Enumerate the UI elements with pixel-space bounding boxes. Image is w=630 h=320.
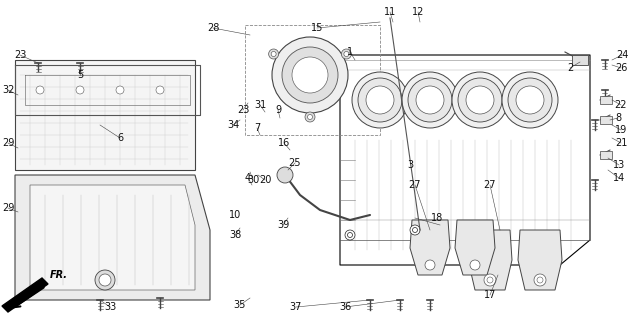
- Circle shape: [487, 277, 493, 283]
- Circle shape: [484, 274, 496, 286]
- Text: 15: 15: [311, 23, 323, 33]
- Circle shape: [116, 86, 124, 94]
- Circle shape: [410, 225, 420, 235]
- Circle shape: [470, 260, 480, 270]
- Circle shape: [534, 274, 546, 286]
- Circle shape: [358, 78, 402, 122]
- Polygon shape: [410, 220, 450, 275]
- Circle shape: [307, 115, 312, 119]
- Circle shape: [413, 228, 418, 233]
- Circle shape: [516, 86, 544, 114]
- Circle shape: [458, 78, 502, 122]
- Circle shape: [408, 78, 452, 122]
- Text: 10: 10: [229, 210, 241, 220]
- Circle shape: [502, 72, 558, 128]
- Circle shape: [99, 274, 111, 286]
- Text: 24: 24: [616, 50, 628, 60]
- Text: 9: 9: [275, 105, 281, 115]
- Circle shape: [305, 112, 315, 122]
- Text: 7: 7: [254, 123, 260, 133]
- Text: 27: 27: [409, 180, 421, 190]
- Text: 35: 35: [234, 300, 246, 310]
- Circle shape: [345, 230, 355, 240]
- Text: 14: 14: [613, 173, 625, 183]
- Text: 27: 27: [484, 180, 496, 190]
- Circle shape: [95, 270, 115, 290]
- Polygon shape: [518, 230, 562, 290]
- Bar: [572, 55, 588, 65]
- Text: 29: 29: [2, 138, 14, 148]
- Text: 32: 32: [2, 85, 14, 95]
- Text: 26: 26: [615, 63, 627, 73]
- Polygon shape: [455, 220, 495, 275]
- Circle shape: [466, 86, 494, 114]
- Text: 21: 21: [615, 138, 627, 148]
- Polygon shape: [15, 60, 195, 170]
- Circle shape: [452, 72, 508, 128]
- Text: 17: 17: [484, 290, 496, 300]
- Polygon shape: [15, 175, 210, 300]
- Circle shape: [272, 37, 348, 113]
- Polygon shape: [468, 230, 512, 290]
- Text: FR.: FR.: [50, 270, 68, 280]
- Circle shape: [341, 49, 352, 59]
- Text: 23: 23: [237, 105, 249, 115]
- Circle shape: [402, 72, 458, 128]
- Text: 4: 4: [245, 173, 251, 183]
- Text: 23: 23: [14, 50, 26, 60]
- Circle shape: [271, 52, 276, 57]
- Circle shape: [156, 86, 164, 94]
- Circle shape: [425, 260, 435, 270]
- Text: 36: 36: [339, 302, 351, 312]
- Text: 19: 19: [615, 125, 627, 135]
- Text: 38: 38: [229, 230, 241, 240]
- Bar: [600, 96, 612, 104]
- Circle shape: [508, 78, 552, 122]
- Text: 13: 13: [613, 160, 625, 170]
- Bar: [600, 151, 612, 159]
- Text: 3: 3: [407, 160, 413, 170]
- Text: 22: 22: [615, 100, 627, 110]
- Text: 8: 8: [615, 113, 621, 123]
- Text: 2: 2: [567, 63, 573, 73]
- Text: 12: 12: [412, 7, 424, 17]
- Text: 6: 6: [117, 133, 123, 143]
- Text: 29: 29: [2, 203, 14, 213]
- Circle shape: [282, 47, 338, 103]
- Circle shape: [352, 72, 408, 128]
- Circle shape: [277, 167, 293, 183]
- Circle shape: [268, 49, 278, 59]
- Text: 18: 18: [431, 213, 443, 223]
- Text: 20: 20: [259, 175, 271, 185]
- Circle shape: [344, 52, 349, 57]
- Circle shape: [348, 233, 353, 237]
- Polygon shape: [30, 185, 195, 290]
- Text: 16: 16: [278, 138, 290, 148]
- Polygon shape: [2, 278, 48, 312]
- Circle shape: [36, 86, 44, 94]
- Text: 39: 39: [277, 220, 289, 230]
- Text: 30: 30: [247, 175, 259, 185]
- Text: 28: 28: [207, 23, 219, 33]
- Text: 31: 31: [254, 100, 266, 110]
- Text: 5: 5: [77, 70, 83, 80]
- Circle shape: [416, 86, 444, 114]
- Text: 37: 37: [290, 302, 302, 312]
- Circle shape: [292, 57, 328, 93]
- Circle shape: [366, 86, 394, 114]
- Text: 33: 33: [104, 302, 116, 312]
- Text: 25: 25: [289, 158, 301, 168]
- Circle shape: [537, 277, 543, 283]
- Text: 34: 34: [227, 120, 239, 130]
- Circle shape: [76, 86, 84, 94]
- Text: 1: 1: [347, 47, 353, 57]
- Text: 11: 11: [384, 7, 396, 17]
- Bar: [600, 116, 612, 124]
